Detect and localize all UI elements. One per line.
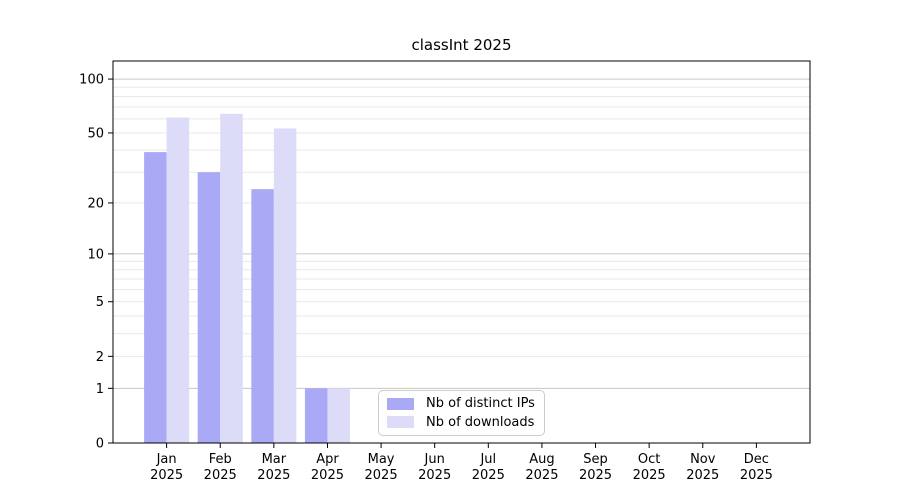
legend-label-distinct-ips: Nb of distinct IPs <box>426 396 535 412</box>
y-tick-label: 1 <box>96 382 104 397</box>
bar-distinct-ips-mar <box>251 189 274 443</box>
x-tick-label-month: Jan <box>156 452 177 467</box>
x-tick-label-year: 2025 <box>472 468 505 483</box>
bar-downloads-jan <box>166 117 190 443</box>
legend-swatch-distinct-ips <box>387 397 414 410</box>
x-tick-label-year: 2025 <box>257 468 290 483</box>
x-tick-label-month: Dec <box>744 452 769 467</box>
bar-distinct-ips-feb <box>197 172 221 443</box>
x-tick-label-month: Jun <box>424 452 445 467</box>
x-tick-label-year: 2025 <box>525 468 558 483</box>
bar-downloads-apr <box>327 388 350 443</box>
x-tick-label-month: Jul <box>479 452 496 467</box>
legend-swatch-downloads <box>387 416 414 429</box>
y-tick-label: 50 <box>87 126 104 141</box>
bar-downloads-feb <box>220 113 243 444</box>
x-tick-label-month: Mar <box>262 452 287 467</box>
x-tick-label-month: Nov <box>690 452 716 467</box>
legend: Nb of distinct IPs Nb of downloads <box>378 390 545 436</box>
x-tick-label-month: Aug <box>529 452 554 467</box>
x-tick-label-month: Sep <box>583 452 608 467</box>
x-tick-label-month: Feb <box>209 452 232 467</box>
y-tick-label: 2 <box>96 350 104 365</box>
y-tick-label: 10 <box>87 247 104 262</box>
chart-title: classInt 2025 <box>411 36 512 54</box>
x-tick-label-year: 2025 <box>311 468 344 483</box>
x-tick-label-year: 2025 <box>686 468 719 483</box>
x-tick-label-month: May <box>368 452 395 467</box>
bar-downloads-mar <box>273 128 297 443</box>
x-tick-label-year: 2025 <box>204 468 237 483</box>
x-tick-label-year: 2025 <box>579 468 612 483</box>
legend-item-distinct-ips: Nb of distinct IPs <box>379 396 544 411</box>
plot-border <box>112 60 811 444</box>
y-tick-label: 20 <box>87 196 104 211</box>
bar-distinct-ips-apr <box>304 388 328 443</box>
x-tick-label-year: 2025 <box>365 468 398 483</box>
legend-item-downloads: Nb of downloads <box>379 415 544 430</box>
x-tick-label-year: 2025 <box>740 468 773 483</box>
bar-distinct-ips-jan <box>144 152 167 443</box>
x-tick-label-year: 2025 <box>633 468 666 483</box>
legend-label-downloads: Nb of downloads <box>426 414 535 430</box>
x-tick-label-year: 2025 <box>418 468 451 483</box>
y-tick-label: 0 <box>96 437 104 452</box>
x-tick-label-month: Oct <box>638 452 660 467</box>
x-tick-label-year: 2025 <box>150 468 183 483</box>
x-tick-label-month: Apr <box>316 452 339 467</box>
y-tick-label: 100 <box>79 73 104 88</box>
y-tick-label: 5 <box>96 295 104 310</box>
